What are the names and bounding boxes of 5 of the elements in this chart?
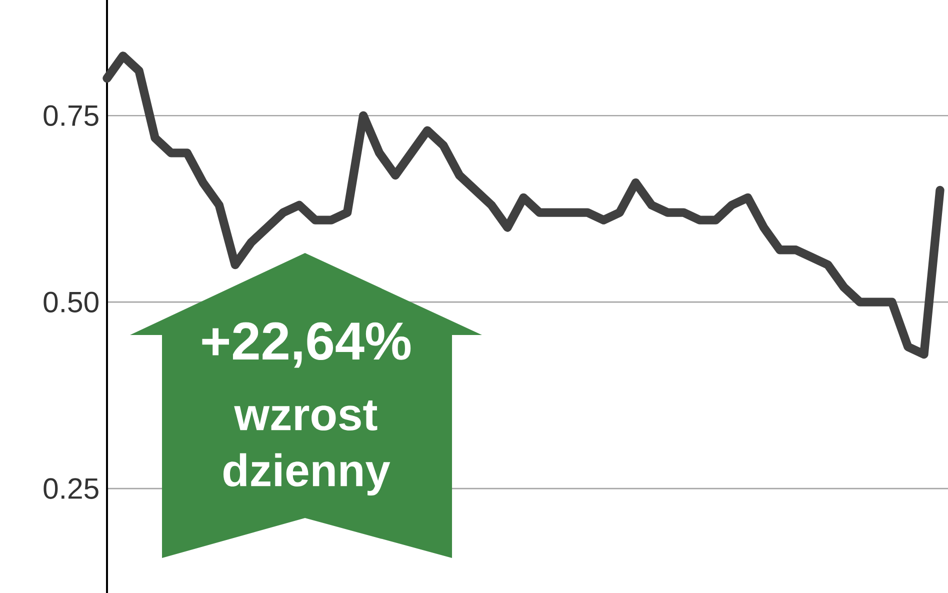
y-tick-label: 0.25 [44,478,98,499]
y-tick-label: 0.75 [44,105,98,126]
annotation: wzrost dzienny [223,400,390,496]
annotation: +22,64% [202,322,411,368]
y-tick-label: 0.50 [44,292,98,312]
